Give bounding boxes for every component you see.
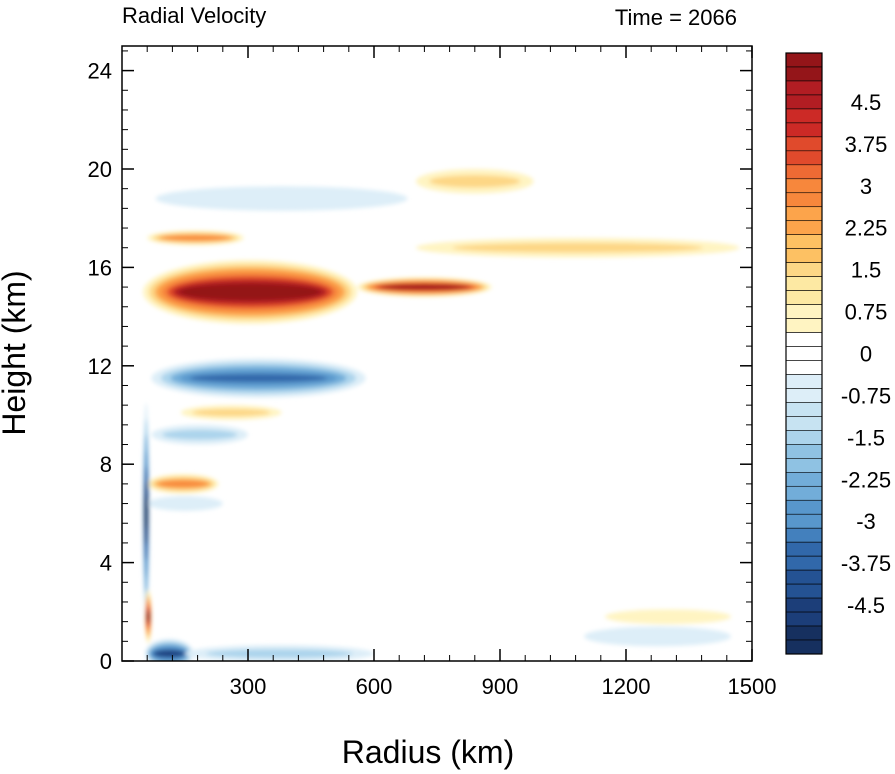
colorbar-box — [785, 541, 823, 557]
colorbar-box — [785, 52, 823, 68]
field-contour — [189, 374, 328, 383]
colorbar-box — [785, 220, 823, 235]
colorbar-label: 4.5 — [851, 90, 882, 115]
y-axis-label: Height (km) — [0, 270, 32, 435]
field-contour — [154, 651, 185, 657]
colorbar-box — [785, 444, 823, 459]
colorbar-box — [785, 625, 823, 641]
colorbar-box — [785, 248, 823, 263]
colorbar-box — [785, 388, 823, 403]
colorbar-box — [785, 430, 823, 445]
field-contour — [146, 612, 151, 621]
field-contour — [429, 175, 521, 188]
y-tick-label: 20 — [88, 157, 112, 182]
field-contour — [605, 609, 731, 625]
colorbar-label: 0.75 — [845, 300, 888, 325]
velocity-field — [143, 169, 740, 661]
colorbar-box — [785, 332, 823, 347]
colorbar-box — [785, 122, 823, 138]
x-axis-label: Radius (km) — [342, 734, 514, 770]
colorbar-box — [785, 262, 823, 277]
colorbar-box — [785, 290, 823, 305]
axes: 300 600 900 1200 1500 0 4 8 12 16 20 24 — [88, 46, 777, 699]
field-contour — [584, 626, 731, 647]
colorbar-box — [785, 192, 823, 208]
colorbar-box — [785, 527, 823, 543]
field-contour — [159, 481, 207, 487]
colorbar-label: 3 — [860, 174, 872, 199]
y-tick-label: 4 — [100, 551, 112, 576]
chart-title-right: Time = 2066 — [615, 5, 737, 30]
colorbar-box — [785, 80, 823, 96]
colorbar-box — [785, 499, 823, 515]
colorbar-box — [785, 569, 823, 585]
colorbar-box — [785, 485, 823, 501]
colorbar-box — [785, 276, 823, 291]
colorbar-box — [785, 234, 823, 249]
x-tick-label: 600 — [356, 674, 393, 699]
y-tick-label: 24 — [88, 59, 112, 84]
field-contour — [185, 288, 316, 296]
x-tick-label: 1200 — [602, 674, 651, 699]
colorbar-label: -3 — [856, 509, 876, 534]
field-contour — [452, 242, 704, 253]
colorbar-box — [785, 555, 823, 571]
colorbar-box — [785, 597, 823, 613]
colorbar-label: 0 — [860, 342, 872, 367]
colorbar-box — [785, 304, 823, 319]
y-tick-label: 0 — [100, 649, 112, 674]
colorbar-box — [785, 66, 823, 82]
colorbar-box — [785, 136, 823, 152]
colorbar-box — [785, 513, 823, 529]
colorbar-box — [785, 639, 823, 655]
field-contour — [162, 429, 238, 440]
field-contour — [155, 186, 408, 211]
colorbar-label: -4.5 — [847, 593, 885, 618]
y-tick-label: 12 — [88, 354, 112, 379]
plot-background — [122, 46, 752, 661]
x-tick-label: 900 — [482, 674, 519, 699]
colorbar-label: 2.25 — [845, 216, 888, 241]
field-contour — [383, 285, 466, 289]
field-contour — [192, 408, 271, 417]
colorbar-box — [785, 178, 823, 194]
colorbar-box — [785, 94, 823, 110]
colorbar-box — [785, 583, 823, 599]
colorbar-box — [785, 458, 823, 473]
colorbar-frame — [785, 52, 823, 655]
colorbar-label: -2.25 — [841, 467, 891, 492]
colorbar-box — [785, 318, 823, 333]
colorbar-label: -0.75 — [841, 383, 891, 408]
colorbar-label: -3.75 — [841, 551, 891, 576]
colorbar: 4.5 3.75 3 2.25 1.5 0.75 0 -0.75 -1.5 -2.25 -3 -3.7… — [785, 52, 891, 655]
colorbar-label: 3.75 — [845, 132, 888, 157]
chart-title-left: Radial Velocity — [122, 3, 266, 28]
colorbar-box — [785, 611, 823, 627]
x-tick-label: 300 — [230, 674, 267, 699]
colorbar-box — [785, 150, 823, 166]
field-contour — [163, 236, 228, 240]
plot-frame — [121, 45, 753, 662]
field-contour — [144, 497, 149, 530]
field-contour — [147, 496, 223, 511]
field-contour — [206, 649, 353, 658]
y-tick-label: 16 — [88, 255, 112, 280]
colorbar-box — [785, 402, 823, 417]
colorbar-box — [785, 108, 823, 124]
x-tick-label: 1500 — [728, 674, 777, 699]
colorbar-box — [785, 346, 823, 361]
colorbar-label: 1.5 — [851, 258, 882, 283]
colorbar-box — [785, 206, 823, 222]
colorbar-box — [785, 164, 823, 180]
colorbar-label: -1.5 — [847, 425, 885, 450]
colorbar-box — [785, 472, 823, 487]
colorbar-box — [785, 360, 823, 375]
y-tick-label: 8 — [100, 452, 112, 477]
colorbar-box — [785, 374, 823, 389]
colorbar-box — [785, 416, 823, 431]
